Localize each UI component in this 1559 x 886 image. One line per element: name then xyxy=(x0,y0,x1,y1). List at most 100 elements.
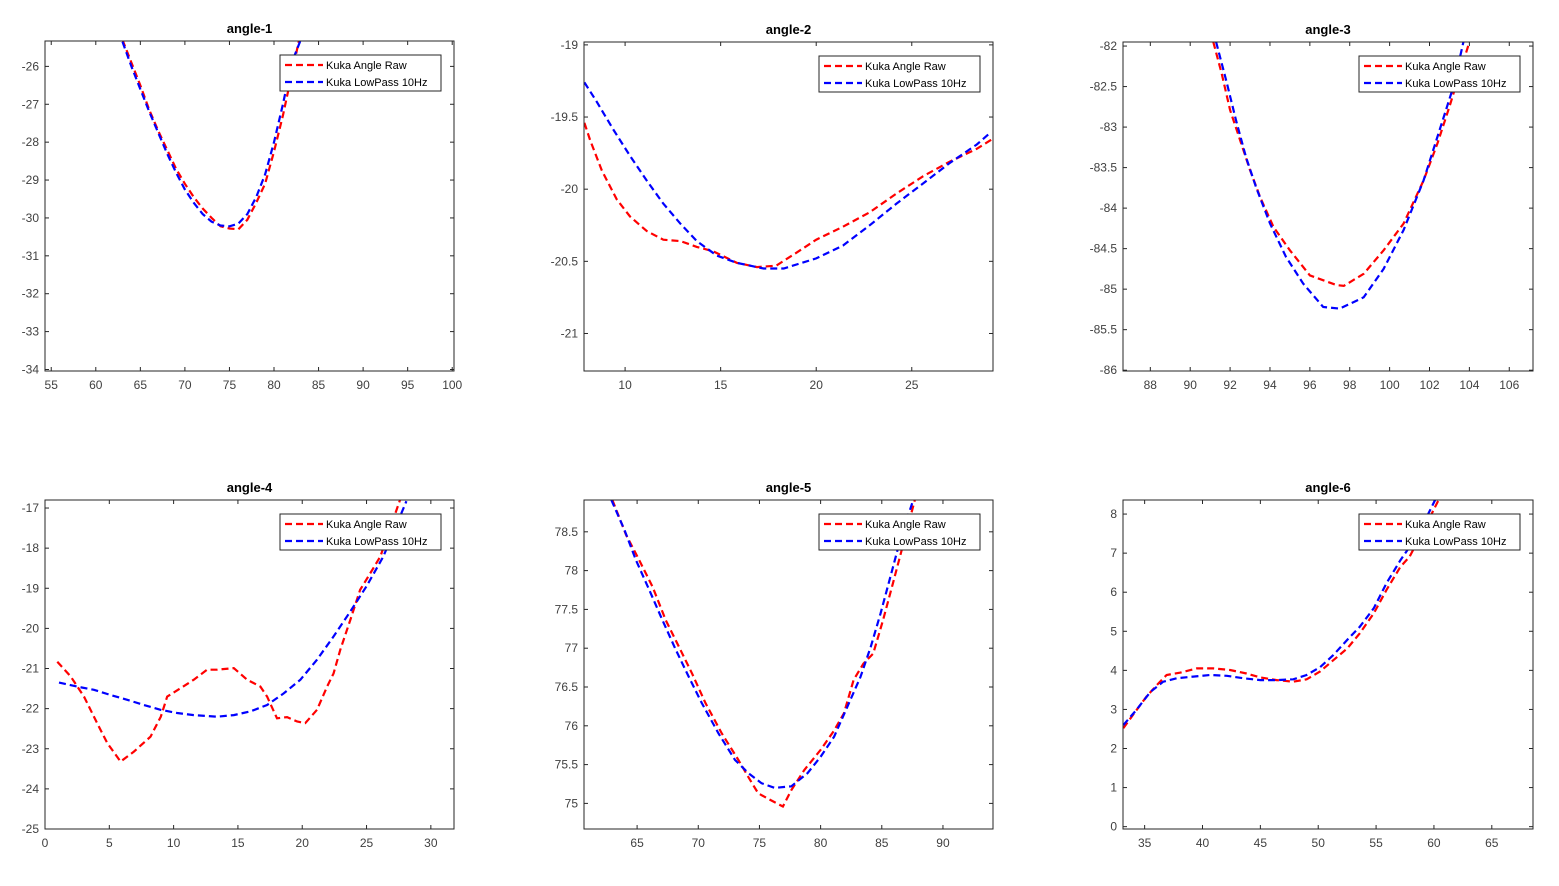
subplot-title: angle-5 xyxy=(766,480,812,495)
legend-label: Kuka Angle Raw xyxy=(865,519,946,531)
y-tick-label: -82 xyxy=(1100,39,1118,53)
x-tick-label: 85 xyxy=(875,836,889,850)
legend: Kuka Angle Raw Kuka LowPass 10Hz xyxy=(279,54,442,92)
plot-area xyxy=(1123,42,1533,371)
subplot-angle-5: angle-5 65 70 75 80 85 90 75 75.5 76 76.5 77 77.5 78 7… xyxy=(555,480,994,850)
y-tick-label: -19 xyxy=(22,581,40,595)
axes-box xyxy=(1122,41,1534,372)
x-tick-label: 98 xyxy=(1343,378,1357,392)
x-tick-label: 100 xyxy=(1380,378,1400,392)
x-tick-label: 5 xyxy=(106,836,113,850)
subplot-title: angle-4 xyxy=(227,480,273,495)
series-line-raw xyxy=(56,500,402,764)
subplot-title: angle-1 xyxy=(227,21,273,36)
legend-label: Kuka Angle Raw xyxy=(1405,61,1486,73)
y-tick-label: -29 xyxy=(22,173,40,187)
y-tick-label: 2 xyxy=(1110,742,1117,756)
x-tick-label: 104 xyxy=(1459,378,1479,392)
series-line-raw xyxy=(1212,42,1471,288)
legend-label: Kuka LowPass 10Hz xyxy=(326,536,428,548)
y-tick-label: 75.5 xyxy=(555,758,579,772)
axes-box xyxy=(44,499,455,830)
subplot-angle-4: angle-4 0 5 10 15 20 25 30 -25 -24 -23 -22 -21 -20 -19… xyxy=(22,480,455,850)
subplot-angle-3: angle-3 88 90 92 94 96 98 100 102 104 106 -86 -85.5 -… xyxy=(1090,22,1534,392)
y-tick-label: -83.5 xyxy=(1090,161,1118,175)
series-line-lowpass xyxy=(610,500,915,790)
y-tick-label: -30 xyxy=(22,211,40,225)
x-tick-label: 75 xyxy=(223,378,237,392)
x-tick-label: 65 xyxy=(134,378,148,392)
y-tick-label: 1 xyxy=(1110,781,1117,795)
y-tick-label: -20 xyxy=(561,182,579,196)
legend-label: Kuka Angle Raw xyxy=(326,60,407,72)
x-tick-label: 106 xyxy=(1499,378,1519,392)
axes-box xyxy=(1122,499,1534,830)
y-tick-label: -25 xyxy=(22,822,40,836)
x-tick-label: 80 xyxy=(267,378,281,392)
x-tick-label: 90 xyxy=(1184,378,1198,392)
y-tick-label: 7 xyxy=(1110,546,1117,560)
legend-label: Kuka LowPass 10Hz xyxy=(865,78,967,90)
x-tick-label: 90 xyxy=(936,836,950,850)
series-line-raw xyxy=(611,500,916,808)
y-tick-label: 77.5 xyxy=(555,602,579,616)
y-tick-label: -17 xyxy=(22,501,40,515)
x-tick-label: 60 xyxy=(1427,836,1441,850)
y-tick-label: -20 xyxy=(22,621,40,635)
subplot-angle-2: angle-2 10 15 20 25 -21 -20.5 -20 -19.5 -19 Kuka A… xyxy=(551,22,994,392)
x-tick-label: 15 xyxy=(231,836,245,850)
subplot-title: angle-6 xyxy=(1305,480,1351,495)
y-tick-label: -82.5 xyxy=(1090,80,1118,94)
y-tick-label: -19.5 xyxy=(551,110,579,124)
legend: Kuka Angle Raw Kuka LowPass 10Hz xyxy=(1358,55,1521,93)
series-line-lowpass xyxy=(1123,500,1437,726)
y-tick-label: 78.5 xyxy=(555,525,579,539)
x-tick-label: 45 xyxy=(1254,836,1268,850)
legend-label: Kuka LowPass 10Hz xyxy=(865,536,967,548)
legend-box xyxy=(279,513,442,551)
y-tick-label: 6 xyxy=(1110,585,1117,599)
x-tick-label: 15 xyxy=(714,378,728,392)
axes-box xyxy=(44,40,455,372)
x-tick-label: 25 xyxy=(905,378,919,392)
x-tick-label: 40 xyxy=(1196,836,1210,850)
legend-label: Kuka LowPass 10Hz xyxy=(326,77,428,89)
y-tick-label: 77 xyxy=(565,641,579,655)
y-tick-label: -85 xyxy=(1100,282,1118,296)
subplot-title: angle-3 xyxy=(1305,22,1351,37)
x-tick-label: 94 xyxy=(1263,378,1277,392)
x-tick-label: 0 xyxy=(42,836,49,850)
y-tick-label: -20.5 xyxy=(551,254,579,268)
y-tick-label: 76.5 xyxy=(555,680,579,694)
x-tick-label: 70 xyxy=(178,378,192,392)
x-tick-label: 80 xyxy=(814,836,828,850)
legend-label: Kuka Angle Raw xyxy=(1405,519,1486,531)
x-tick-label: 55 xyxy=(45,378,59,392)
x-tick-label: 20 xyxy=(296,836,310,850)
series-line-lowpass xyxy=(1215,42,1465,310)
y-tick-label: -18 xyxy=(22,541,40,555)
plot-area xyxy=(584,42,993,371)
y-tick-label: -22 xyxy=(22,702,40,716)
x-tick-label: 20 xyxy=(810,378,824,392)
y-tick-label: 75 xyxy=(565,796,579,810)
legend-box xyxy=(1358,55,1521,93)
y-tick-label: 3 xyxy=(1110,702,1117,716)
legend-box xyxy=(1358,513,1521,551)
y-tick-label: -34 xyxy=(22,362,40,376)
legend: Kuka Angle Raw Kuka LowPass 10Hz xyxy=(818,55,981,93)
x-tick-label: 10 xyxy=(167,836,181,850)
legend-box xyxy=(818,513,981,551)
y-tick-label: 5 xyxy=(1110,624,1117,638)
y-tick-label: 8 xyxy=(1110,507,1117,521)
y-tick-label: -27 xyxy=(22,97,40,111)
y-tick-label: -23 xyxy=(22,742,40,756)
y-tick-label: -84 xyxy=(1100,201,1118,215)
y-tick-label: -26 xyxy=(22,59,40,73)
y-tick-label: -83 xyxy=(1100,120,1118,134)
plot-area xyxy=(584,500,993,829)
axes-box xyxy=(583,499,994,830)
y-tick-label: 78 xyxy=(565,564,579,578)
legend: Kuka Angle Raw Kuka LowPass 10Hz xyxy=(818,513,981,551)
